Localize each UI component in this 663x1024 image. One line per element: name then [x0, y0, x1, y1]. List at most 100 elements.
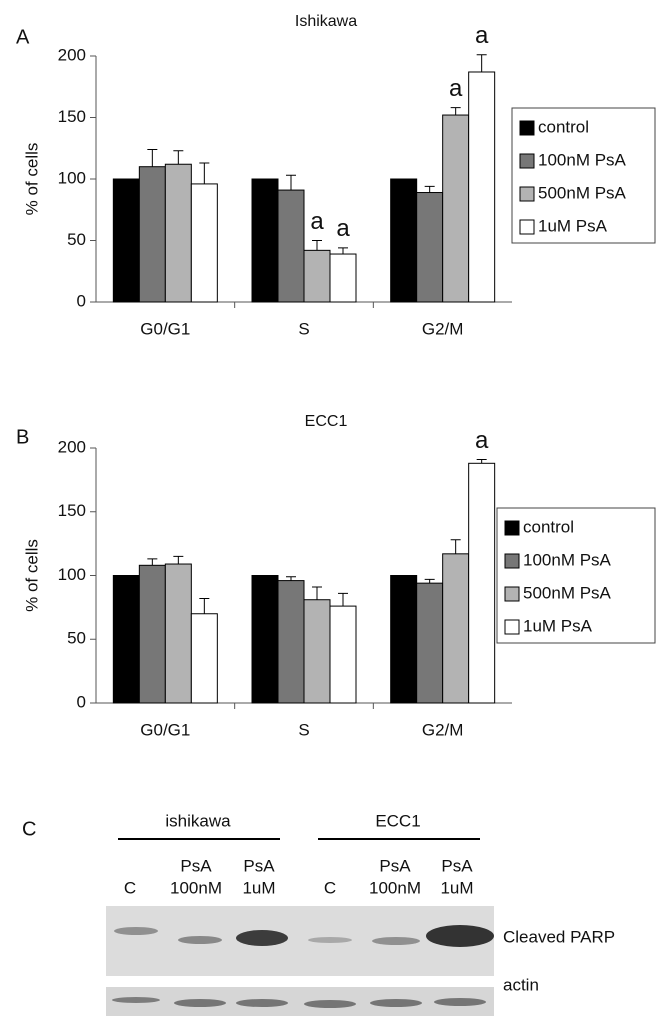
- chart-title: ECC1: [305, 413, 348, 430]
- x-tick-label: S: [298, 720, 309, 739]
- legend-swatch: [519, 153, 535, 169]
- legend-swatch: [504, 520, 520, 536]
- y-tick-label: 0: [77, 291, 86, 310]
- row-label: actin: [503, 975, 539, 994]
- band: [308, 937, 352, 943]
- y-tick-label: 150: [58, 501, 86, 520]
- bands: [112, 925, 494, 1008]
- lane-label: 100nM: [170, 878, 222, 897]
- bar: [138, 564, 166, 704]
- bar: [468, 462, 496, 704]
- x-tick-label: G0/G1: [140, 720, 190, 739]
- group-label: ECC1: [375, 811, 420, 830]
- legend-swatch: [519, 120, 535, 136]
- band: [370, 999, 422, 1007]
- error-bar: [312, 240, 322, 251]
- legend-label: 1uM PsA: [523, 616, 593, 635]
- x-tick-label: G0/G1: [140, 319, 190, 338]
- error-bar: [312, 586, 322, 600]
- legend-label: control: [523, 517, 574, 536]
- band: [426, 925, 494, 947]
- lane-label: 1uM: [440, 878, 473, 897]
- bar: [164, 163, 192, 303]
- y-axis-label: % of cells: [22, 539, 41, 612]
- error-bar: [450, 107, 461, 116]
- y-axis-label: % of cells: [22, 143, 41, 216]
- bar: [251, 575, 279, 704]
- error-bar: [424, 185, 435, 193]
- legend-label: 500nM PsA: [523, 583, 612, 602]
- bar: [329, 605, 357, 704]
- legend-label: 100nM PsA: [523, 550, 612, 569]
- bar: [277, 580, 305, 704]
- chart-title: Ishikawa: [295, 13, 357, 30]
- bar: [277, 189, 305, 303]
- y-tick-label: 0: [77, 692, 86, 711]
- lane-label: C: [324, 878, 336, 897]
- bar: [251, 178, 279, 303]
- panel-label: C: [22, 818, 36, 840]
- error-bar: [450, 539, 461, 554]
- y-tick-label: 200: [58, 437, 86, 456]
- x-tick-label: S: [298, 319, 309, 338]
- bar: [416, 582, 444, 704]
- error-bar: [286, 174, 296, 191]
- error-bar: [147, 558, 158, 566]
- legend-swatch: [504, 586, 520, 602]
- bar: [390, 178, 418, 303]
- annotation: a: [475, 427, 489, 454]
- bar: [190, 613, 218, 704]
- error-bar: [338, 247, 348, 255]
- error-bar: [476, 458, 487, 464]
- bar: [416, 192, 444, 303]
- lane-label: C: [124, 878, 136, 897]
- x-tick-label: G2/M: [422, 319, 464, 338]
- bar: [138, 166, 166, 303]
- band: [434, 998, 486, 1006]
- error-bar: [199, 597, 210, 614]
- legend-label: control: [538, 117, 589, 136]
- error-bar: [147, 148, 158, 167]
- band: [174, 999, 226, 1007]
- lane-label: 1uM: [242, 878, 275, 897]
- error-bar: [424, 578, 435, 584]
- bar: [303, 249, 331, 303]
- y-tick-label: 150: [58, 107, 86, 126]
- bar: [112, 575, 140, 704]
- legend-label: 500nM PsA: [538, 183, 627, 202]
- row-label: Cleaved PARP: [503, 927, 615, 946]
- bar: [468, 71, 496, 303]
- error-bar: [476, 54, 487, 72]
- band: [372, 937, 420, 945]
- bar: [164, 563, 192, 704]
- y-tick-label: 200: [58, 45, 86, 64]
- error-bar: [173, 150, 184, 165]
- legend-box: [511, 107, 656, 244]
- lane-label: PsA: [243, 856, 275, 875]
- annotation: a: [336, 215, 350, 242]
- error-bar: [286, 576, 296, 581]
- legend-swatch: [519, 186, 535, 202]
- y-tick-label: 50: [67, 230, 86, 249]
- error-bar: [338, 592, 348, 607]
- band: [112, 997, 160, 1003]
- bar: [112, 178, 140, 303]
- blot-strip: [106, 987, 494, 1016]
- y-tick-label: 100: [58, 168, 86, 187]
- legend-swatch: [504, 553, 520, 569]
- band: [236, 999, 288, 1007]
- error-bar: [199, 162, 210, 184]
- y-tick-label: 50: [67, 629, 86, 648]
- band: [236, 930, 288, 946]
- legend-box: [496, 507, 656, 644]
- bar: [190, 183, 218, 303]
- legend-label: 100nM PsA: [538, 150, 627, 169]
- bar: [442, 114, 470, 303]
- legend-swatch: [519, 219, 535, 235]
- lane-label: 100nM: [369, 878, 421, 897]
- annotation: a: [449, 75, 463, 102]
- blot-strip: [106, 906, 494, 976]
- y-tick-label: 100: [58, 565, 86, 584]
